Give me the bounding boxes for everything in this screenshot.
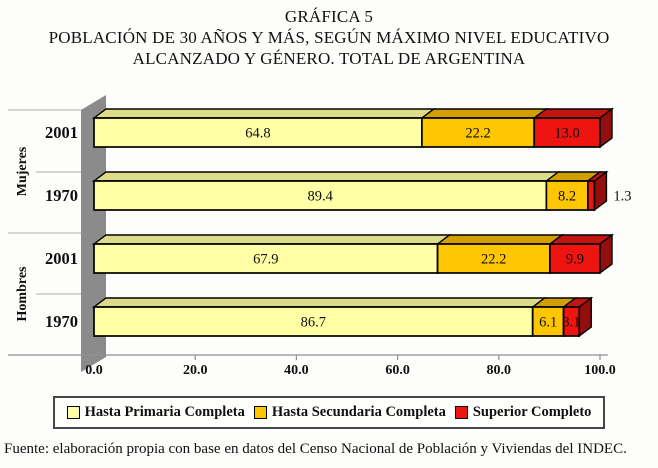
bar-top-face (419, 108, 549, 119)
chart-title-line3: ALCANZADO Y GÉNERO. TOTAL DE ARGENTINA (132, 49, 526, 68)
chart-title: GRÁFICA 5 POBLACIÓN DE 30 AÑOS Y MÁS, SE… (0, 6, 658, 69)
bar-top-face (91, 234, 452, 245)
legend-swatch-secundaria (253, 406, 267, 419)
legend-item-superior: Superior Completo (454, 404, 592, 421)
bar-top-face (91, 171, 561, 182)
bar-segment (531, 306, 565, 337)
bar-segment (93, 243, 439, 274)
bar-segment (587, 180, 596, 211)
bar-top-face (91, 108, 436, 119)
bar-segment (93, 117, 423, 148)
bar-value-label: 6.1 (539, 315, 557, 331)
bar-value-label: 67.9 (253, 252, 278, 268)
chart-title-line2: POBLACIÓN DE 30 AÑOS Y MÁS, SEGÚN MÁXIMO… (48, 28, 610, 47)
x-axis-tick-label: 100.0 (584, 363, 616, 378)
bar-segment (421, 117, 536, 148)
x-axis-tick-label: 60.0 (385, 363, 410, 378)
legend-label-superior: Superior Completo (472, 404, 592, 420)
source-note: Fuente: elaboración propia con base en d… (4, 441, 627, 457)
bar-value-label: 86.7 (301, 315, 326, 331)
bar-value-label: 89.4 (307, 189, 333, 205)
bar-value-label: 22.2 (481, 252, 506, 268)
legend-swatch-primaria (66, 406, 80, 419)
legend-item-secundaria: Hasta Secundaria Completa (253, 404, 446, 421)
x-axis-tick-label: 40.0 (284, 363, 309, 378)
bar-segment (93, 180, 548, 211)
chart-legend: Hasta Primaria Completa Hasta Secundaria… (52, 396, 606, 429)
group-label: Mujeres (15, 146, 30, 196)
bar-segment (549, 243, 601, 274)
bar-value-label: 8.2 (558, 189, 576, 205)
row-year-label: 1970 (45, 312, 78, 331)
bar-value-label-outside: 1.3 (613, 189, 631, 205)
bar-value-label: 13.0 (554, 126, 579, 142)
row-year-label: 2001 (45, 249, 78, 268)
legend-label-secundaria: Hasta Secundaria Completa (271, 404, 446, 420)
bar-segment (533, 117, 601, 148)
x-axis-tick-label: 20.0 (183, 363, 208, 378)
chart-title-line1: GRÁFICA 5 (284, 7, 374, 26)
x-axis-tick-label: 0.0 (85, 363, 103, 378)
bar-segment (93, 306, 534, 337)
legend-swatch-superior (454, 406, 468, 419)
bar-value-label: 9.9 (566, 252, 584, 268)
bar-value-label: 64.8 (245, 126, 270, 142)
bar-value-label: 3.1 (562, 315, 580, 331)
chart-legend-row: Hasta Primaria Completa Hasta Secundaria… (0, 396, 658, 429)
bar-value-label: 22.2 (465, 126, 490, 142)
bar-top-face (91, 297, 547, 308)
row-year-label: 2001 (45, 123, 78, 142)
x-axis-tick-label: 80.0 (487, 363, 512, 378)
legend-label-primaria: Hasta Primaria Completa (84, 404, 245, 420)
row-year-label: 1970 (45, 186, 78, 205)
legend-item-primaria: Hasta Primaria Completa (66, 404, 245, 421)
bar-top-face (532, 108, 615, 119)
chart-plot: 64.8 22.2 13.0 2001 89.4 8.2 1.3 1970 67.9 22.2 9.… (8, 95, 632, 378)
group-label: Hombres (15, 266, 30, 322)
bar-top-face (435, 234, 565, 245)
bar-segment (562, 306, 581, 337)
